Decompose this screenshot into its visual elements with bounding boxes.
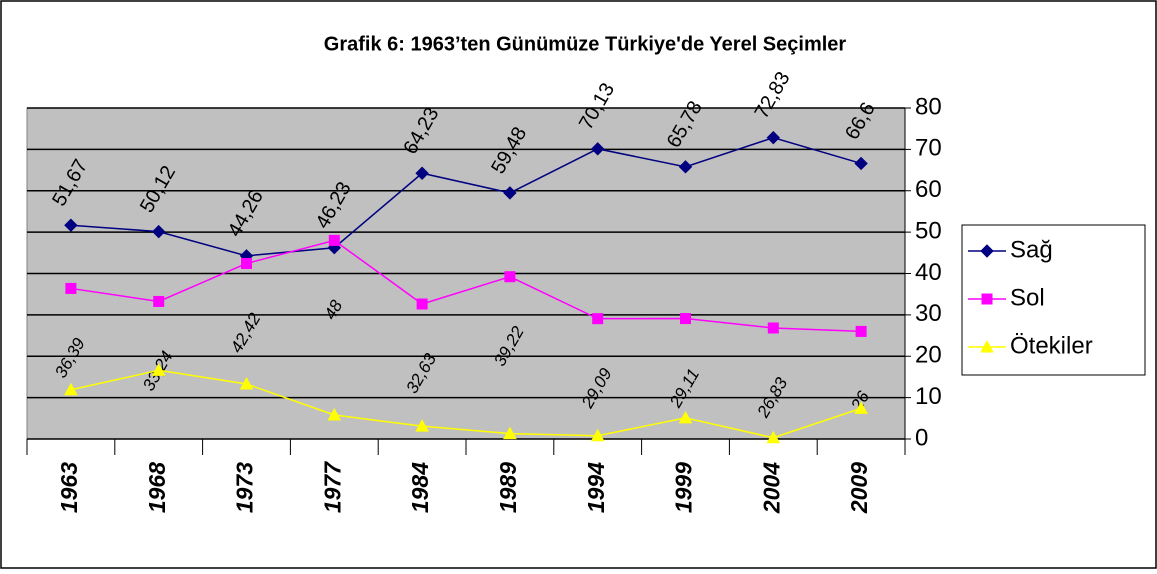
- marker: [766, 130, 781, 145]
- marker: [981, 293, 993, 305]
- x-tick-label: 1973: [232, 462, 258, 513]
- y-tick-label: 60: [915, 176, 942, 203]
- marker: [766, 430, 781, 444]
- y-tick-label: 20: [915, 342, 942, 369]
- marker: [64, 218, 78, 232]
- legend-label: Sol: [1010, 284, 1045, 311]
- marker: [241, 257, 252, 269]
- marker: [65, 282, 77, 294]
- marker: [590, 428, 605, 442]
- x-tick-label: 1968: [144, 462, 170, 513]
- x-tick-label: 1989: [495, 462, 521, 513]
- marker: [854, 401, 868, 414]
- marker: [854, 156, 868, 171]
- series-line: [70, 369, 862, 439]
- marker: [592, 313, 604, 325]
- marker: [503, 186, 517, 200]
- y-tick-label: 40: [915, 259, 942, 286]
- x-tick-label: 2009: [846, 462, 872, 514]
- marker: [416, 298, 428, 310]
- marker: [415, 166, 429, 180]
- marker: [680, 313, 691, 325]
- marker: [151, 224, 166, 239]
- marker: [678, 160, 693, 174]
- marker: [151, 363, 166, 376]
- x-tick-label: 2004: [758, 462, 784, 514]
- y-tick-label: 50: [915, 217, 942, 244]
- marker: [980, 339, 994, 353]
- y-tick-label: 30: [915, 300, 942, 327]
- x-tick-label: 1977: [319, 461, 345, 513]
- legend-label: Ötekiler: [1010, 332, 1093, 359]
- y-tick-label: 70: [915, 135, 942, 162]
- series-line: [70, 136, 862, 257]
- marker: [503, 426, 517, 440]
- marker: [678, 410, 693, 424]
- x-tick-label: 1994: [583, 462, 609, 513]
- marker: [64, 382, 78, 396]
- chart-title: Grafik 6: 1963’ten Günümüze Türkiye'de Y…: [324, 33, 847, 55]
- marker: [239, 376, 254, 390]
- x-tick-label: 1984: [407, 462, 433, 513]
- y-tick-label: 0: [915, 424, 928, 451]
- y-tick-label: 80: [915, 93, 942, 120]
- marker: [590, 142, 605, 156]
- marker: [980, 244, 994, 258]
- marker: [415, 419, 429, 432]
- y-tick-label: 10: [915, 383, 942, 410]
- marker: [327, 407, 342, 421]
- marker: [153, 295, 165, 307]
- marker: [855, 325, 867, 337]
- x-tick-label: 1999: [671, 462, 697, 513]
- marker: [504, 271, 516, 283]
- marker: [767, 322, 779, 334]
- legend-label: Sağ: [1010, 236, 1053, 263]
- marker: [328, 234, 340, 246]
- series-line: [70, 239, 862, 333]
- x-tick-label: 1963: [56, 462, 82, 513]
